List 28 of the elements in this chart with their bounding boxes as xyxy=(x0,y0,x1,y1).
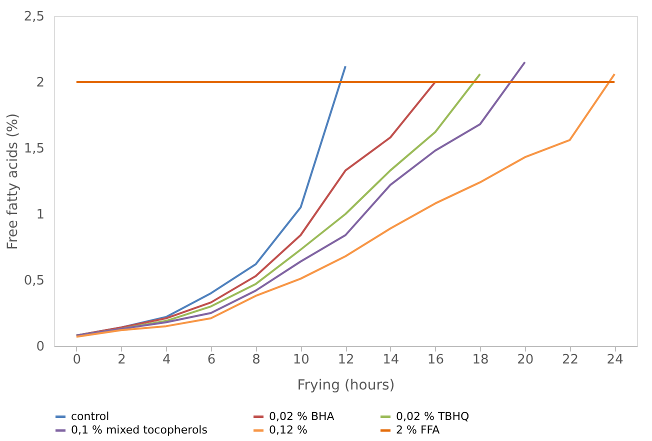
x-tick-label: 18 xyxy=(472,352,489,368)
legend-label: 0,02 % BHA xyxy=(269,410,335,423)
legend-label: 0,02 % TBHQ xyxy=(396,410,470,423)
x-tick-label: 22 xyxy=(562,352,579,368)
x-tick-label: 2 xyxy=(118,352,126,368)
x-tick-label: 12 xyxy=(338,352,354,368)
x-tick-label: 0 xyxy=(72,352,82,368)
line-series xyxy=(75,73,616,338)
x-tick-label: 14 xyxy=(382,352,400,368)
y-tick-label: 0,5 xyxy=(24,274,44,288)
y-axis-title: Free fatty acids (%) xyxy=(4,113,21,250)
y-tick-label: 1 xyxy=(36,208,44,222)
x-tick-label: 6 xyxy=(207,352,216,368)
x-tick-label: 8 xyxy=(252,352,260,368)
x-tick-label: 16 xyxy=(427,352,444,368)
y-tick-label: 2 xyxy=(36,76,44,90)
y-tick-label: 1,5 xyxy=(24,142,44,156)
legend-label: 2 % FFA xyxy=(396,424,440,436)
x-tick-label: 24 xyxy=(606,352,624,368)
legend-label: control xyxy=(71,410,110,423)
x-tick-label: 4 xyxy=(162,352,171,368)
x-tick-label: 10 xyxy=(292,352,310,368)
x-axis-title: Frying (hours) xyxy=(297,378,395,394)
legend-label: 0,12 % xyxy=(269,424,308,436)
x-tick-label: 20 xyxy=(517,352,534,368)
y-tick-label: 2,5 xyxy=(24,10,44,24)
legend-label: 0,1 % mixed tocopherols xyxy=(71,424,208,436)
y-tick-label: 0 xyxy=(36,340,44,354)
